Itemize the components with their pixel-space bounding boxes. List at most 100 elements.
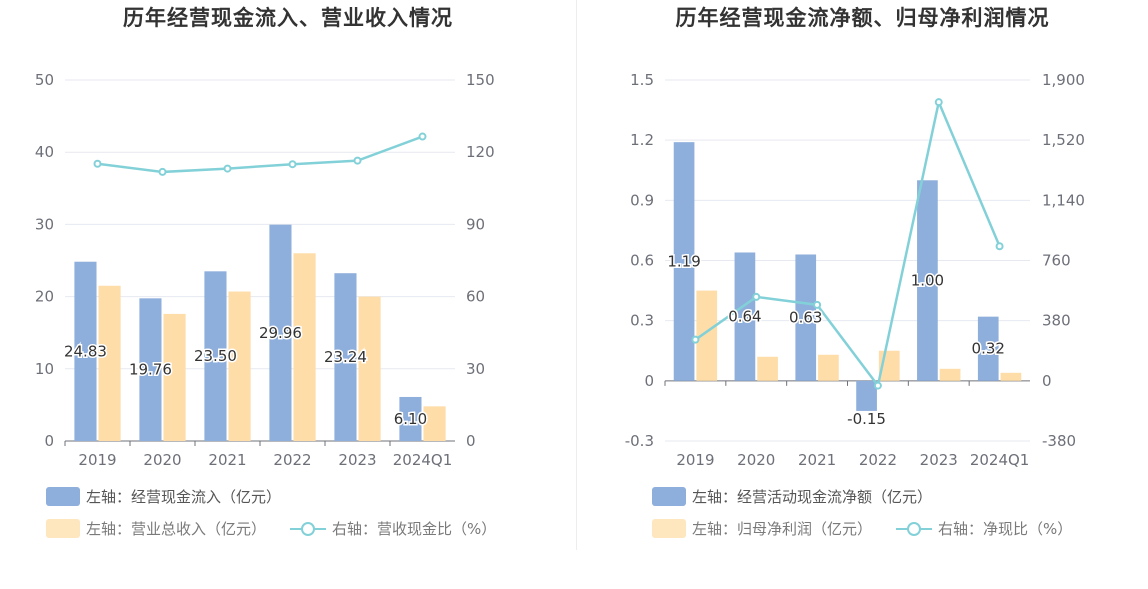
bar-primary xyxy=(139,298,162,441)
x-category-label: 2024Q1 xyxy=(970,451,1030,469)
legend-row-1: 左轴：经营现金流入（亿元） xyxy=(46,486,305,507)
bar-secondary xyxy=(818,354,839,381)
legend-swatch xyxy=(652,519,686,538)
line-series-point xyxy=(158,167,167,176)
bar-secondary xyxy=(757,356,778,381)
y-right-tick-label: 60 xyxy=(466,288,485,306)
y-right-tick-label: 0 xyxy=(1042,372,1052,390)
bar-data-label: 0.32 xyxy=(972,340,1005,358)
line-series-point xyxy=(353,156,362,165)
legend-item-cash-ratio[interactable]: 右轴：营收现金比（%） xyxy=(290,518,496,539)
bar-secondary xyxy=(423,406,446,441)
y-right-tick-label: 90 xyxy=(466,215,485,233)
line-series-point xyxy=(93,159,102,168)
y-left-tick-label: 20 xyxy=(35,288,54,306)
bar-primary xyxy=(856,380,877,411)
line-series-point xyxy=(418,132,427,141)
line-series-point xyxy=(873,381,882,390)
bar-data-label: 0.64 xyxy=(728,308,761,326)
legend-swatch xyxy=(46,519,80,538)
chart-panel-net-cash: 历年经营现金流净额、归母净利润情况 -0.3 0 0.3 0.6 0.9 1.2 1.5 -3… xyxy=(577,0,1148,589)
bar-secondary xyxy=(293,253,316,441)
legend-item-revenue[interactable]: 左轴：营业总收入（亿元） xyxy=(46,518,266,539)
legend-label: 右轴：净现比（%） xyxy=(938,520,1073,538)
line-series-point xyxy=(813,300,822,309)
bar-primary xyxy=(334,273,357,441)
bar-primary xyxy=(74,261,97,441)
x-category-label: 2023 xyxy=(338,451,376,469)
bar-primary xyxy=(204,271,227,441)
bar-primary xyxy=(269,224,292,441)
bar-secondary xyxy=(939,368,961,381)
x-category-label: 2024Q1 xyxy=(393,451,453,469)
bar-secondary xyxy=(163,313,186,441)
chart-title: 历年经营现金流净额、归母净利润情况 xyxy=(675,6,1050,30)
bar-data-label: 1.00 xyxy=(911,272,944,290)
y-left-tick-label: 0 xyxy=(644,372,654,390)
legend-label: 右轴：营收现金比（%） xyxy=(332,520,497,538)
bar-data-label: 6.10 xyxy=(394,410,427,428)
legend-line-icon xyxy=(896,519,933,538)
y-left-tick-label: 0.9 xyxy=(630,191,654,209)
legend-item-net-cash[interactable]: 左轴：经营活动现金流净额（亿元） xyxy=(652,486,932,507)
legend-label: 左轴：归母净利润（亿元） xyxy=(692,520,873,538)
bar-primary xyxy=(734,252,756,381)
y-left-tick-label: 0.6 xyxy=(630,252,654,270)
legend-item-net-cash-ratio[interactable]: 右轴：净现比（%） xyxy=(896,518,1072,539)
y-left-tick-label: 0 xyxy=(44,432,54,450)
y-left-tick-label: -0.3 xyxy=(625,432,654,450)
bar-data-label: 23.50 xyxy=(194,347,237,365)
x-category-label: 2022 xyxy=(273,451,311,469)
panel-divider xyxy=(576,0,577,550)
legend-item-net-profit[interactable]: 左轴：归母净利润（亿元） xyxy=(652,518,872,539)
y-left-tick-label: 1.5 xyxy=(630,71,654,89)
legend-row-2: 左轴：营业总收入（亿元） 右轴：营收现金比（%） xyxy=(46,518,520,539)
legend-row-2: 左轴：归母净利润（亿元） 右轴：净现比（%） xyxy=(652,518,1096,539)
bar-data-label: -0.15 xyxy=(847,410,886,428)
bar-secondary xyxy=(358,296,381,441)
line-series-point xyxy=(934,98,943,107)
y-right-tick-label: 760 xyxy=(1042,252,1071,270)
bar-data-label: 1.19 xyxy=(667,253,700,271)
bar-secondary xyxy=(696,290,718,381)
bar-primary xyxy=(917,180,938,381)
legend-line-icon xyxy=(290,519,327,538)
y-right-tick-label: 1,900 xyxy=(1042,71,1085,89)
chart-svg: 0 10 20 30 40 50 0 30 60 90 120 150 2019 2020 2021 2022… xyxy=(35,71,495,469)
y-right-tick-label: 380 xyxy=(1042,312,1071,330)
y-left-tick-label: 30 xyxy=(35,215,54,233)
y-left-tick-label: 50 xyxy=(35,71,54,89)
bar-secondary xyxy=(98,285,121,441)
x-category-label: 2020 xyxy=(737,451,775,469)
legend-row-1: 左轴：经营活动现金流净额（亿元） xyxy=(652,486,956,507)
y-left-tick-label: 10 xyxy=(35,360,54,378)
bar-data-label: 19.76 xyxy=(129,361,172,379)
y-right-tick-label: 1,520 xyxy=(1042,131,1085,149)
y-left-tick-label: 1.2 xyxy=(630,131,654,149)
y-right-tick-label: 1,140 xyxy=(1042,191,1085,209)
y-left-tick-label: 40 xyxy=(35,143,54,161)
legend-swatch xyxy=(652,487,686,506)
legend-label: 左轴：营业总收入（亿元） xyxy=(86,520,267,538)
chart-title: 历年经营现金流入、营业收入情况 xyxy=(123,6,453,30)
bar-data-label: 29.96 xyxy=(259,324,302,342)
bar-secondary xyxy=(228,291,251,441)
bar-data-label: 0.63 xyxy=(789,309,822,327)
y-left-tick-label: 0.3 xyxy=(630,312,654,330)
y-right-tick-label: 150 xyxy=(466,71,495,89)
x-category-label: 2021 xyxy=(798,451,836,469)
legend-swatch xyxy=(46,487,80,506)
x-category-label: 2022 xyxy=(859,451,897,469)
line-series-point xyxy=(995,242,1004,251)
x-category-label: 2021 xyxy=(208,451,246,469)
bar-primary xyxy=(673,142,695,381)
y-right-tick-label: -380 xyxy=(1042,432,1076,450)
line-series-point xyxy=(223,164,232,173)
chart-svg: -0.3 0 0.3 0.6 0.9 1.2 1.5 -380 0 380 760 1,140 1,52… xyxy=(625,71,1085,469)
y-right-tick-label: 120 xyxy=(466,143,495,161)
legend-item-cash-inflow[interactable]: 左轴：经营现金流入（亿元） xyxy=(46,486,281,507)
x-category-label: 2019 xyxy=(78,451,116,469)
bar-primary xyxy=(977,316,999,381)
y-right-tick-label: 30 xyxy=(466,360,485,378)
line-series-point xyxy=(691,335,700,344)
